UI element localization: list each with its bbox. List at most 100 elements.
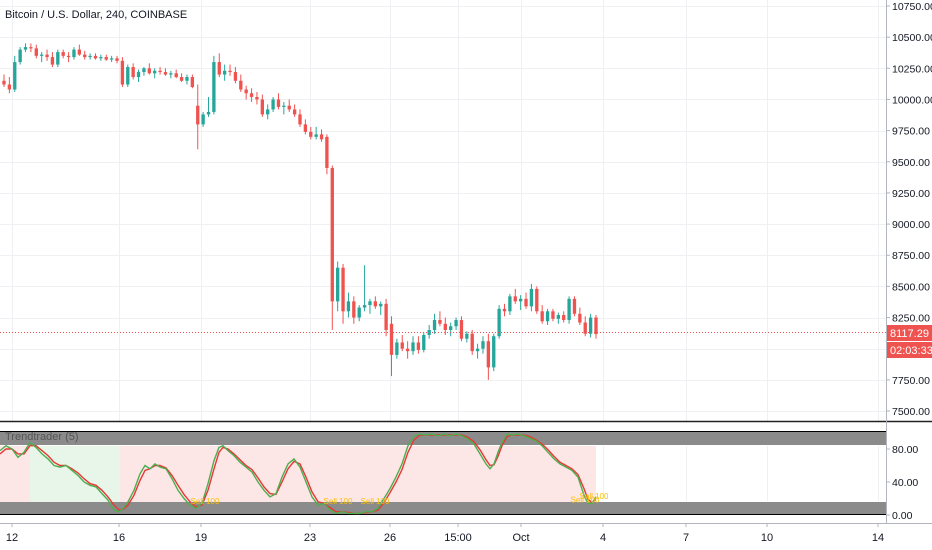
signal-label: Sell 100 <box>191 497 220 506</box>
candle-body <box>588 317 593 334</box>
candle-body <box>486 341 491 368</box>
candle-body <box>18 49 22 63</box>
candle-body <box>131 67 135 78</box>
candle-body <box>529 288 534 307</box>
signal-label: Sell 100 <box>324 497 353 506</box>
signal-label: Sell 100 <box>580 492 609 501</box>
last-price-tag <box>887 325 932 341</box>
price-tick-label: 7750.00 <box>892 375 930 387</box>
candle-body <box>23 47 28 50</box>
candle-body <box>330 168 334 302</box>
candle-body <box>260 99 264 115</box>
candle-body <box>567 298 571 321</box>
candle-body <box>109 58 114 60</box>
time-tick-label: 4 <box>600 532 606 544</box>
candle-body <box>303 124 308 132</box>
candle-body <box>233 72 238 81</box>
candle-body <box>163 72 168 75</box>
time-tick-label: 14 <box>872 532 884 544</box>
indicator-legend[interactable]: Trendtrader (5) <box>5 431 79 443</box>
candle-body <box>66 55 71 58</box>
price-tick-label: 9500.00 <box>892 157 930 169</box>
price-tick-label: 8500.00 <box>892 281 930 293</box>
price-tick-label: 10500.00 <box>892 32 932 44</box>
candle-body <box>99 57 103 59</box>
candle-body <box>578 313 582 323</box>
time-axis[interactable]: 12 16 19 23 26 15:00 Oct 4 7 10 14 <box>0 523 932 544</box>
candle-body <box>142 68 146 73</box>
candle-body <box>346 301 351 312</box>
candle-body <box>357 307 361 318</box>
candle-body <box>535 288 539 312</box>
candle-body <box>422 334 426 350</box>
symbol-title: Bitcoin / U.S. Dollar, 240, COINBASE <box>5 9 187 21</box>
candle-body <box>405 348 410 352</box>
candle-body <box>438 320 442 324</box>
time-tick-label: 15:00 <box>444 532 472 544</box>
candle-body <box>416 342 421 350</box>
candle-body <box>572 298 577 314</box>
time-tick-label: Oct <box>512 532 529 544</box>
candle-body <box>266 109 270 115</box>
time-tick-label: 26 <box>384 532 396 544</box>
price-pane[interactable] <box>0 43 886 380</box>
candle-body <box>136 72 141 78</box>
candle-body <box>93 55 98 59</box>
candle-body <box>325 136 329 168</box>
price-tick-label: 9000.00 <box>892 219 930 231</box>
candle-body <box>115 58 119 61</box>
candle-body <box>508 296 512 312</box>
candle-body <box>562 315 566 321</box>
candle-body <box>50 57 55 65</box>
candle-body <box>222 70 227 75</box>
candle-body <box>513 296 517 302</box>
candle-body <box>29 47 33 49</box>
price-scale[interactable]: 10750.00 10500.00 10250.00 10000.00 9750.00 9… <box>886 0 932 523</box>
price-tick-label: 10750.00 <box>892 1 932 13</box>
price-tick-label: 8750.00 <box>892 250 930 262</box>
candle-body <box>174 73 178 78</box>
candle-body <box>276 99 281 107</box>
candle-body <box>497 308 501 337</box>
overbought-zone <box>0 431 886 445</box>
price-tick-label: 10000.00 <box>892 94 932 106</box>
candle-body <box>583 322 587 334</box>
price-tick-label: 8250.00 <box>892 313 930 325</box>
candle-body <box>492 336 496 368</box>
candle-body <box>594 317 598 335</box>
candle-body <box>551 311 555 319</box>
time-tick-label: 12 <box>6 532 18 544</box>
time-ticks: 12 16 19 23 26 15:00 Oct 4 7 10 14 <box>6 523 884 544</box>
candle-body <box>212 62 216 112</box>
candle-body <box>432 320 437 330</box>
candle-body <box>255 96 259 100</box>
candle-body <box>465 333 469 339</box>
time-tick-label: 7 <box>683 532 689 544</box>
oscillator-background-segment <box>0 446 30 502</box>
candle-body <box>2 80 6 85</box>
candle-body <box>45 54 49 58</box>
candle-body <box>40 54 44 56</box>
candle-body <box>201 114 205 125</box>
candle-body <box>104 57 108 60</box>
time-tick-label: 19 <box>195 532 207 544</box>
time-tick-label: 16 <box>113 532 125 544</box>
oscillator-signal-line <box>0 434 597 515</box>
candle-body <box>400 342 404 349</box>
signal-label: Sell 100 <box>571 496 600 505</box>
candle-body <box>169 73 173 75</box>
oscillator-background <box>0 446 596 502</box>
candlestick-series <box>2 43 598 380</box>
candle-body <box>239 80 243 90</box>
candle-body <box>217 62 221 75</box>
candle-body <box>7 84 12 90</box>
candle-body <box>61 52 65 56</box>
oversold-zone <box>0 502 886 515</box>
price-tick-label: 10250.00 <box>892 63 932 75</box>
candle-body <box>379 303 383 307</box>
candle-body <box>556 315 560 319</box>
price-tick-label: 9250.00 <box>892 188 930 200</box>
candle-body <box>185 77 189 81</box>
